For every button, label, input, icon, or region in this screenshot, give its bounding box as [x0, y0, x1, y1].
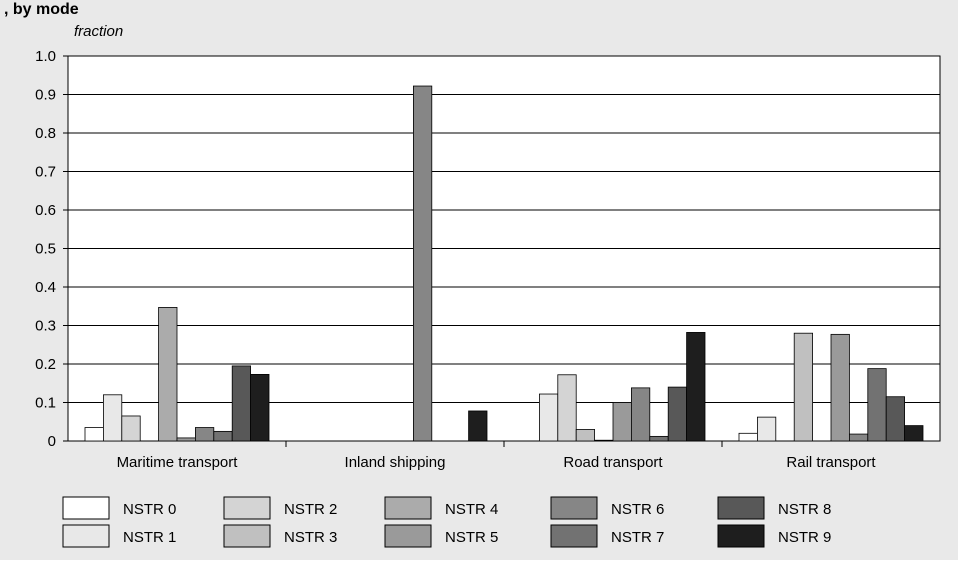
- x-tick-label: Rail transport: [786, 454, 876, 471]
- bar: [612, 402, 632, 442]
- y-tick-label: 0.1: [35, 395, 56, 412]
- legend-label: NSTR 1: [123, 529, 176, 546]
- legend-label: NSTR 6: [611, 501, 664, 518]
- bar: [594, 439, 614, 442]
- bar: [103, 394, 123, 442]
- y-tick-label: 0.7: [35, 164, 56, 181]
- legend-swatch: [62, 496, 110, 520]
- bar: [575, 429, 596, 442]
- bar: [667, 386, 688, 442]
- legend-label: NSTR 9: [778, 529, 831, 546]
- bar: [121, 415, 141, 442]
- y-tick-labels: 0 0.1 0.2 0.3 0.4 0.5 0.6 0.7 0.8 0.9 1.0: [35, 48, 56, 450]
- bars: [84, 85, 924, 447]
- bar: [885, 396, 906, 442]
- legend: NSTR 0 NSTR 1 NSTR 2 NSTR 3 NSTR 4 NSTR 5 NSTR…: [62, 496, 831, 548]
- legend-label: NSTR 5: [445, 529, 498, 546]
- bar: [231, 365, 251, 442]
- legend-label: NSTR 3: [284, 529, 337, 546]
- bar: [757, 416, 777, 442]
- y-tick-label: 0.4: [35, 279, 56, 296]
- y-tick-label: 0.9: [35, 87, 56, 104]
- bar: [904, 425, 924, 442]
- legend-label: NSTR 7: [611, 529, 664, 546]
- legend-swatch: [62, 524, 110, 548]
- bar: [468, 410, 488, 442]
- y-tick-label: 0.6: [35, 202, 56, 219]
- y-axis-label: fraction: [74, 23, 123, 40]
- legend-label: NSTR 8: [778, 501, 831, 518]
- bar: [557, 374, 577, 442]
- x-tick-labels: Maritime transport Inland shipping Road tr…: [117, 454, 877, 471]
- bar: [631, 387, 651, 442]
- y-tick-label: 0.3: [35, 318, 56, 335]
- bar: [686, 332, 706, 442]
- y-tick-label: 0.8: [35, 125, 56, 142]
- legend-label: NSTR 4: [445, 501, 498, 518]
- bar: [649, 435, 669, 442]
- bar: [250, 373, 270, 442]
- x-tick-label: Inland shipping: [345, 454, 446, 471]
- legend-swatch: [223, 496, 271, 520]
- legend-swatch: [223, 524, 271, 548]
- bar: [849, 433, 869, 442]
- legend-label: NSTR 2: [284, 501, 337, 518]
- legend-swatch: [550, 496, 598, 520]
- y-tick-label: 0.5: [35, 241, 56, 258]
- bar: [738, 432, 758, 442]
- chart-heading: , by mode: [4, 1, 79, 18]
- legend-swatch: [550, 524, 598, 548]
- legend-swatch: [717, 496, 765, 520]
- bar: [793, 332, 814, 442]
- x-tick-label: Road transport: [563, 454, 663, 471]
- bar: [830, 333, 850, 442]
- bar: [867, 368, 887, 442]
- bar: [176, 437, 196, 442]
- y-tick-label: 1.0: [35, 48, 56, 65]
- bar: [412, 85, 433, 442]
- y-tick-label: 0: [48, 433, 56, 450]
- y-tick-label: 0.2: [35, 356, 56, 373]
- bar: [213, 430, 233, 442]
- legend-swatch: [717, 524, 765, 548]
- bar: [84, 427, 104, 442]
- bar: [158, 307, 178, 442]
- bar: [194, 427, 215, 442]
- bar: [539, 393, 559, 442]
- legend-label: NSTR 0: [123, 501, 176, 518]
- x-tick-label: Maritime transport: [117, 454, 239, 471]
- legend-swatch: [384, 496, 432, 520]
- legend-swatch: [384, 524, 432, 548]
